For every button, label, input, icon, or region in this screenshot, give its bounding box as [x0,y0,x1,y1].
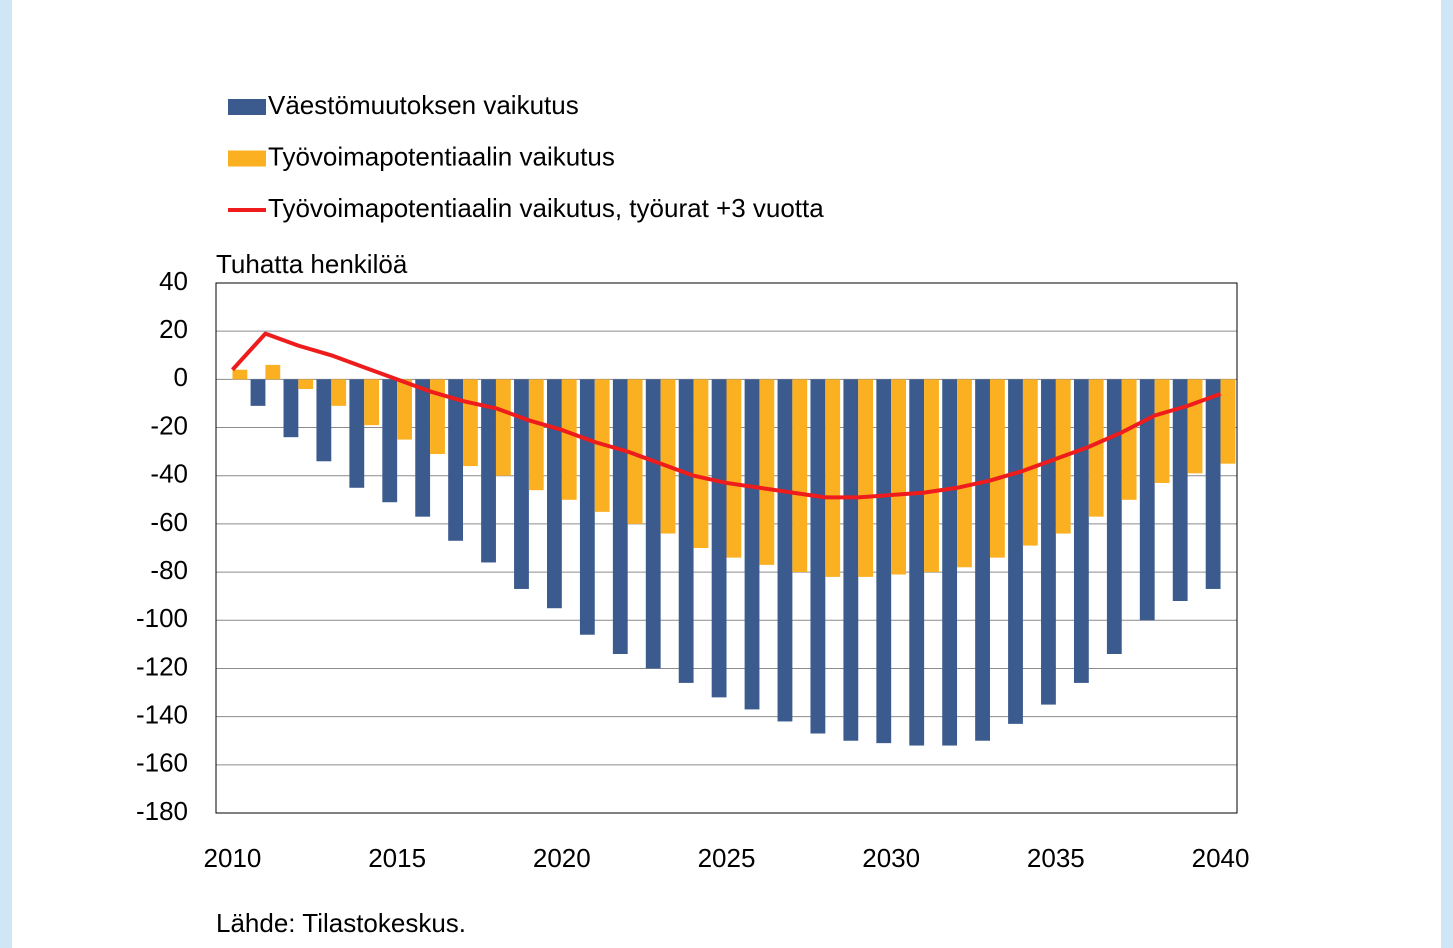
bar [232,369,248,380]
bar [777,379,793,722]
bar [975,379,990,741]
bar [693,379,709,548]
bar [364,379,380,426]
bar [1139,379,1155,621]
bar [382,379,398,503]
x-tick-label: 2020 [533,843,591,873]
bar [612,379,628,654]
bar [1041,379,1056,705]
bar [1220,379,1236,464]
y-tick-label: 0 [174,362,188,392]
bar [397,379,412,440]
bar [316,379,332,462]
y-axis-label: Tuhatta henkilöä [216,249,408,279]
bar [1073,379,1089,683]
x-tick-label: 2015 [368,843,426,873]
y-tick-label: 20 [159,314,188,344]
y-tick-label: -100 [136,603,188,633]
bar [645,379,661,669]
source-note: Lähde: Tilastokeskus. [216,908,466,938]
bar [495,379,511,476]
legend-label: Työvoimapotentiaalin vaikutus, työurat +… [268,193,824,223]
legend-label: Väestömuutoksen vaikutus [268,90,579,120]
bar [1008,379,1023,724]
bar [579,379,595,635]
y-tick-label: -160 [136,748,188,778]
bar [678,379,694,683]
bar [1154,379,1170,483]
bar [349,379,365,488]
bar [858,379,874,577]
x-tick-label: 2010 [204,843,262,873]
bar [660,379,676,534]
bar [1022,379,1038,546]
bar [1121,379,1137,500]
legend-swatch [228,150,266,167]
x-tick-label: 2025 [698,843,756,873]
bar [876,379,892,744]
y-tick-label: -140 [136,700,188,730]
bar [843,379,859,741]
bar [481,379,496,563]
y-tick-label: 40 [159,266,188,296]
bar [415,379,431,517]
bar [942,379,958,746]
bar [331,379,347,406]
bar [283,379,299,438]
bar [759,379,775,565]
bar [1205,379,1221,589]
bar [792,379,808,573]
y-tick-label: -180 [136,796,188,826]
bar [1088,379,1104,517]
bar [514,379,529,589]
bar [909,379,925,746]
bar [810,379,826,734]
bar [463,379,478,467]
bar [265,364,281,380]
bar [448,379,464,541]
legend-swatch [228,99,266,115]
bar [1187,379,1203,474]
bar [528,379,544,491]
y-tick-label: -60 [150,507,188,537]
y-tick-label: -20 [150,410,188,440]
bar [825,379,841,577]
bar [989,379,1005,558]
bar [627,379,643,524]
bar [744,379,760,710]
bar [250,379,266,406]
bar [726,379,742,558]
y-tick-label: -40 [150,459,188,489]
plot-frame [215,282,1238,814]
bar [957,379,972,568]
bar [430,379,445,455]
x-tick-label: 2040 [1192,843,1250,873]
bar [1172,379,1188,601]
bar [924,379,939,573]
bar [891,379,906,575]
bar [561,379,577,500]
y-tick-label: -80 [150,555,188,585]
bar [1106,379,1122,654]
bar [298,379,314,389]
x-tick-label: 2035 [1027,843,1085,873]
line [230,331,1222,500]
bar [711,379,727,698]
x-tick-label: 2030 [862,843,920,873]
y-tick-label: -120 [136,651,188,681]
legend-label: Työvoimapotentiaalin vaikutus [268,141,615,171]
bar [547,379,562,609]
